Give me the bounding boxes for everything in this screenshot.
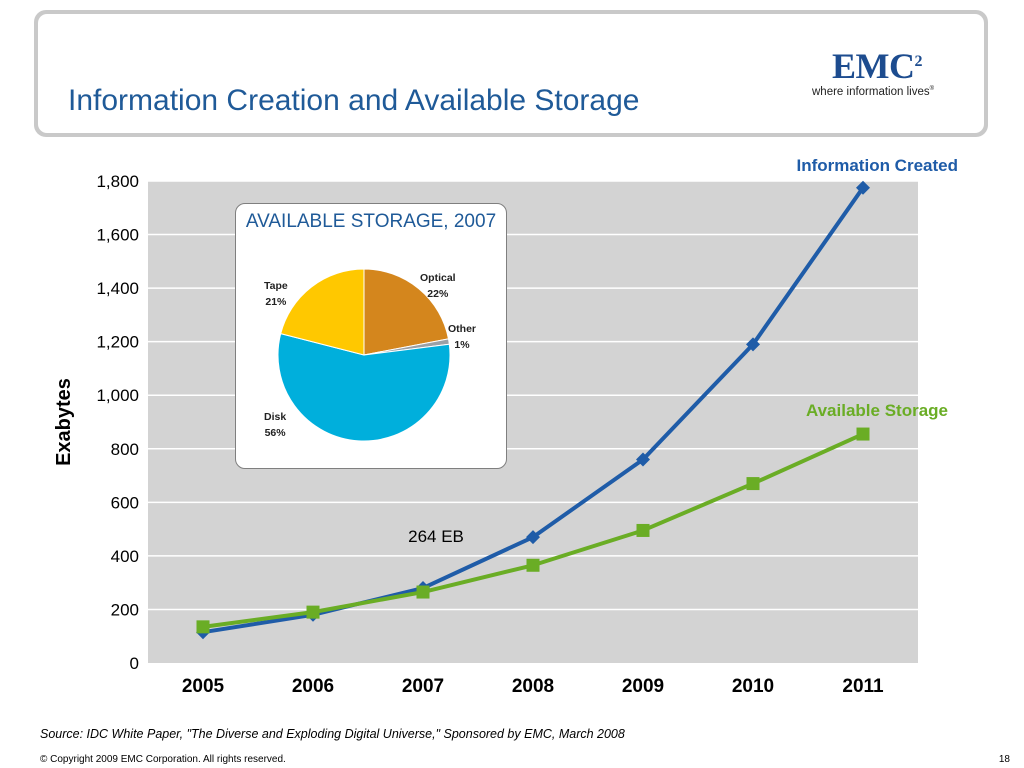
logo-superscript: 2	[914, 53, 923, 70]
pie-label-disk-name: Disk	[264, 411, 287, 423]
pie-label-optical: Optical 22%	[420, 270, 456, 302]
source-note: Source: IDC White Paper, "The Diverse an…	[40, 727, 625, 741]
pie-label-tape: Tape 21%	[264, 278, 288, 310]
y-axis-title: Exabytes	[53, 378, 75, 466]
data-point-information-created	[526, 530, 540, 545]
pie-chart	[277, 268, 451, 442]
y-tick-label: 1,200	[96, 333, 139, 352]
x-tick-label: 2007	[402, 676, 444, 697]
logo-wordmark-text: EMC	[832, 46, 915, 86]
y-tick-label: 1,600	[96, 226, 139, 245]
page-number: 18	[998, 754, 1010, 765]
pie-slice-tape	[280, 268, 365, 356]
pie-label-other-value: 1%	[454, 339, 470, 351]
data-point-available-storage	[636, 523, 650, 537]
pie-label-other-name: Other	[448, 323, 477, 335]
y-tick-label: 800	[111, 440, 139, 459]
y-tick-label: 1,000	[96, 386, 139, 405]
emc-logo: EMC2 where information lives®	[812, 48, 962, 98]
y-tick-label: 1,400	[96, 279, 139, 298]
y-tick-label: 600	[111, 493, 139, 512]
data-point-information-created	[746, 337, 760, 352]
y-tick-label: 200	[111, 600, 139, 619]
copyright-notice: © Copyright 2009 EMC Corporation. All ri…	[40, 754, 286, 765]
pie-label-disk: Disk 56%	[264, 409, 286, 441]
x-tick-label: 2009	[622, 676, 664, 697]
pie-chart-inset: AVAILABLE STORAGE, 2007 Optical 22% Othe…	[235, 203, 507, 469]
logo-tagline: where information lives®	[812, 86, 962, 98]
data-point-available-storage	[416, 585, 430, 599]
header-banner	[34, 10, 988, 137]
pie-chart-title: AVAILABLE STORAGE, 2007	[245, 211, 497, 232]
x-tick-label: 2010	[732, 676, 774, 697]
data-point-information-created	[636, 452, 650, 467]
x-tick-label: 2006	[292, 676, 334, 697]
pie-label-disk-value: 56%	[264, 427, 286, 439]
y-tick-label: 0	[130, 654, 139, 673]
series-label-information-created: Information Created	[796, 156, 958, 175]
logo-registered-mark: ®	[929, 86, 935, 93]
x-tick-label: 2011	[842, 676, 884, 697]
pie-slice-disk	[277, 333, 451, 442]
annotation-label: 264 EB	[408, 527, 464, 546]
data-point-available-storage	[196, 620, 210, 634]
series-label-available-storage: Available Storage	[806, 401, 948, 420]
pie-label-optical-name: Optical	[420, 272, 456, 284]
pie-label-tape-value: 21%	[265, 296, 287, 308]
x-tick-label: 2008	[512, 676, 554, 697]
pie-label-tape-name: Tape	[264, 280, 288, 292]
pie-slice-optical	[363, 268, 450, 356]
header-banner-inner	[38, 14, 984, 133]
data-point-available-storage	[746, 477, 760, 491]
y-tick-label: 1,800	[96, 172, 139, 191]
data-point-available-storage	[856, 427, 870, 441]
data-point-available-storage	[526, 558, 540, 572]
y-tick-label: 400	[111, 547, 139, 566]
data-point-available-storage	[306, 605, 320, 619]
pie-label-other: Other 1%	[448, 321, 476, 353]
logo-wordmark: EMC2	[832, 48, 962, 84]
x-tick-label: 2005	[182, 676, 225, 697]
logo-tagline-text: where information lives	[812, 86, 930, 98]
data-point-information-created	[856, 180, 870, 195]
page-title: Information Creation and Available Stora…	[68, 84, 640, 117]
pie-label-optical-value: 22%	[427, 288, 449, 300]
